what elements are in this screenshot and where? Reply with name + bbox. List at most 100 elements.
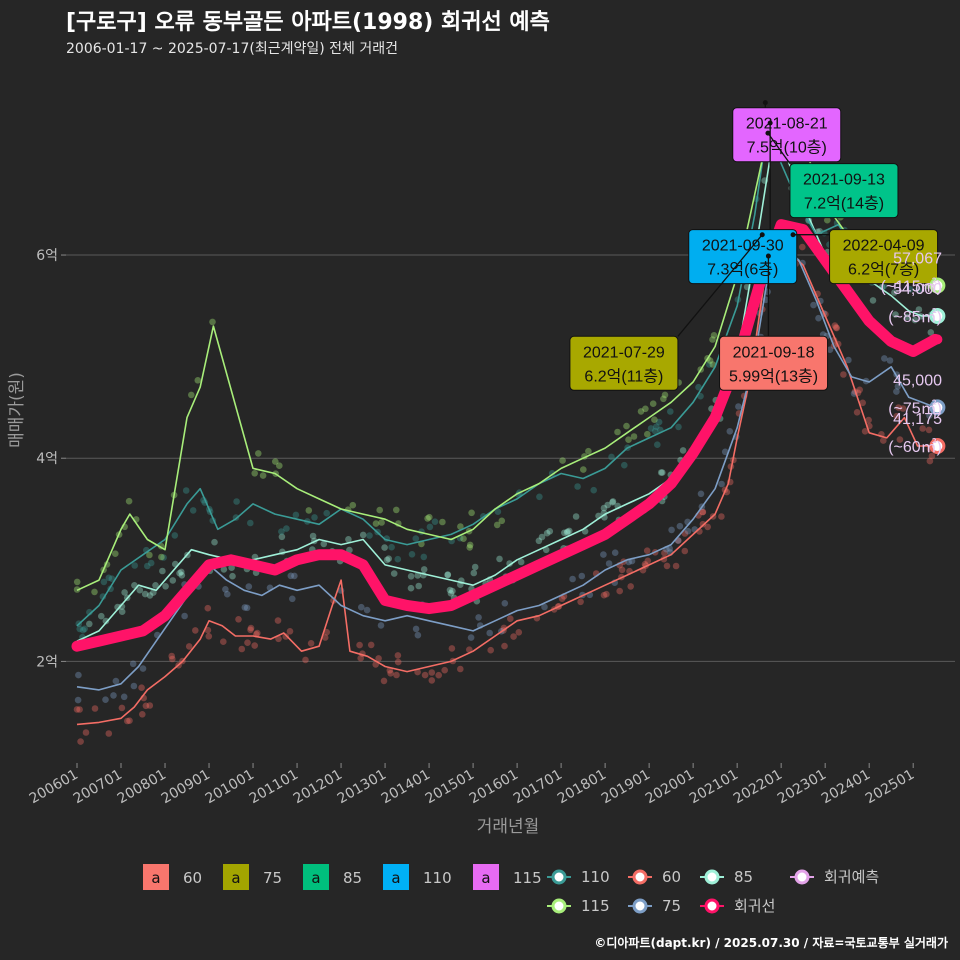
scatter-point-110 <box>590 486 597 494</box>
scatter-point-75 <box>475 614 482 621</box>
scatter-point-110 <box>706 361 713 368</box>
scatter-point-85 <box>869 297 877 304</box>
annotation-price-1: 7.2억(14층) <box>804 195 884 213</box>
scatter-point-60 <box>302 656 309 664</box>
series-line-75 <box>76 244 936 691</box>
scatter-point-60 <box>77 738 84 745</box>
scatter-point-75 <box>926 412 933 420</box>
legend-line-label-1: 60 <box>662 868 681 886</box>
annotation-price-5: 5.99억(13층) <box>729 367 818 385</box>
scatter-point-60 <box>105 730 113 737</box>
scatter-point-115 <box>709 361 717 368</box>
scatter-point-85 <box>159 567 166 575</box>
x-tick-label-16: 202201 <box>731 767 785 808</box>
scatter-point-60 <box>247 624 255 632</box>
scatter-point-85 <box>538 533 546 541</box>
scatter-point-60 <box>643 547 651 554</box>
scatter-point-60 <box>421 671 429 679</box>
scatter-point-85 <box>546 528 554 535</box>
scatter-point-75 <box>241 604 249 611</box>
scatter-point-110 <box>171 532 179 539</box>
legend-label-0: 60 <box>183 869 202 887</box>
scatter-point-85 <box>146 592 154 599</box>
legend-line-label-3: 회귀예측 <box>824 868 879 886</box>
forecast-value-1: 54,000 <box>893 281 942 298</box>
scatter-point-60 <box>367 641 375 649</box>
scatter-point-60 <box>238 645 246 653</box>
legend-line-label-5: 75 <box>662 897 681 915</box>
chart-subtitle: 2006-01-17 ~ 2025-07-17(최근계약일) 전체 거래건 <box>66 41 398 57</box>
legend-line-label-6: 회귀선 <box>734 897 775 915</box>
scatter-point-60 <box>603 590 610 598</box>
scatter-point-75 <box>289 595 296 603</box>
scatter-point-85 <box>150 589 157 596</box>
y-axis: 2억 4억 6억 <box>36 248 66 670</box>
scatter-point-85 <box>118 608 126 615</box>
scatter-point-85 <box>383 556 391 564</box>
y-tick-label-0: 2억 <box>36 654 58 670</box>
scatter-point-75 <box>486 629 494 637</box>
scatter-point-85 <box>470 569 478 577</box>
annotation-box-0 <box>732 107 842 163</box>
scatter-point-60 <box>356 641 363 649</box>
scatter-point-75 <box>605 560 613 567</box>
scatter-point-60 <box>274 617 282 624</box>
legend-dot-1 <box>632 869 648 885</box>
scatter-point-110 <box>536 493 543 501</box>
scatter-point-110 <box>144 562 151 570</box>
scatter-point-60 <box>142 702 150 710</box>
scatter-point-60 <box>73 706 81 713</box>
scatter-point-60 <box>244 639 251 646</box>
scatter-point-85 <box>320 540 328 548</box>
scatter-point-110 <box>880 283 888 290</box>
annotation-date-3: 2022-04-09 <box>843 238 925 255</box>
scatter-point-85 <box>345 536 352 543</box>
annotation-price-2: 7.3억(6층) <box>707 261 778 279</box>
scatter-point-110 <box>100 578 108 586</box>
scatter-point-60 <box>323 628 331 636</box>
scatter-point-85 <box>176 569 183 577</box>
forecast-area-2: (~75㎡) <box>888 399 942 417</box>
scatter-point-115 <box>642 405 649 413</box>
scatter-point-60 <box>856 386 863 394</box>
annotation-leader-4 <box>677 234 763 337</box>
scatter-point-85 <box>535 537 543 545</box>
scatter-point-60 <box>515 629 523 636</box>
scatter-point-115 <box>466 544 474 551</box>
scatter-point-110 <box>621 461 628 469</box>
x-tick-label-7: 201301 <box>335 767 389 808</box>
x-tick-label-19: 202501 <box>863 767 917 808</box>
scatter-point-110 <box>408 551 416 558</box>
scatter-point-60 <box>387 670 394 677</box>
scatter-point-75 <box>501 600 509 607</box>
annotation-point-2 <box>767 120 773 126</box>
scatter-point-85 <box>609 499 616 506</box>
scatter-point-60 <box>661 549 668 557</box>
scatter-point-75 <box>721 448 729 456</box>
scatter-point-85 <box>86 620 93 628</box>
scatter-point-60 <box>501 642 508 650</box>
scatter-point-75 <box>75 671 82 679</box>
scatter-point-75 <box>735 403 742 410</box>
scatter-point-60 <box>510 633 517 640</box>
scatter-point-115 <box>376 506 384 514</box>
scatter-point-110 <box>147 559 155 567</box>
scatter-point-110 <box>915 286 922 294</box>
legend-dot-6 <box>704 898 720 914</box>
scatter-point-115 <box>251 470 258 477</box>
scatter-point-110 <box>79 626 87 634</box>
annotations: 2021-08-21 7.5억(10층) 2021-09-13 7.2억(14층) 20… <box>569 100 939 391</box>
legend-label-2: 85 <box>343 869 362 887</box>
scatter-point-60 <box>286 628 294 635</box>
scatter-point-115 <box>146 551 153 559</box>
scatter-point-60 <box>448 645 456 652</box>
scatter-point-60 <box>840 371 847 378</box>
scatter-point-75 <box>600 551 607 558</box>
scatter-point-60 <box>169 655 176 663</box>
legend-key-letter-0: a <box>151 869 160 887</box>
scatter-point-115 <box>276 462 283 470</box>
x-tick-label-2: 200801 <box>115 767 169 808</box>
scatter-point-110 <box>278 528 285 535</box>
scatter-point-60 <box>618 566 626 574</box>
